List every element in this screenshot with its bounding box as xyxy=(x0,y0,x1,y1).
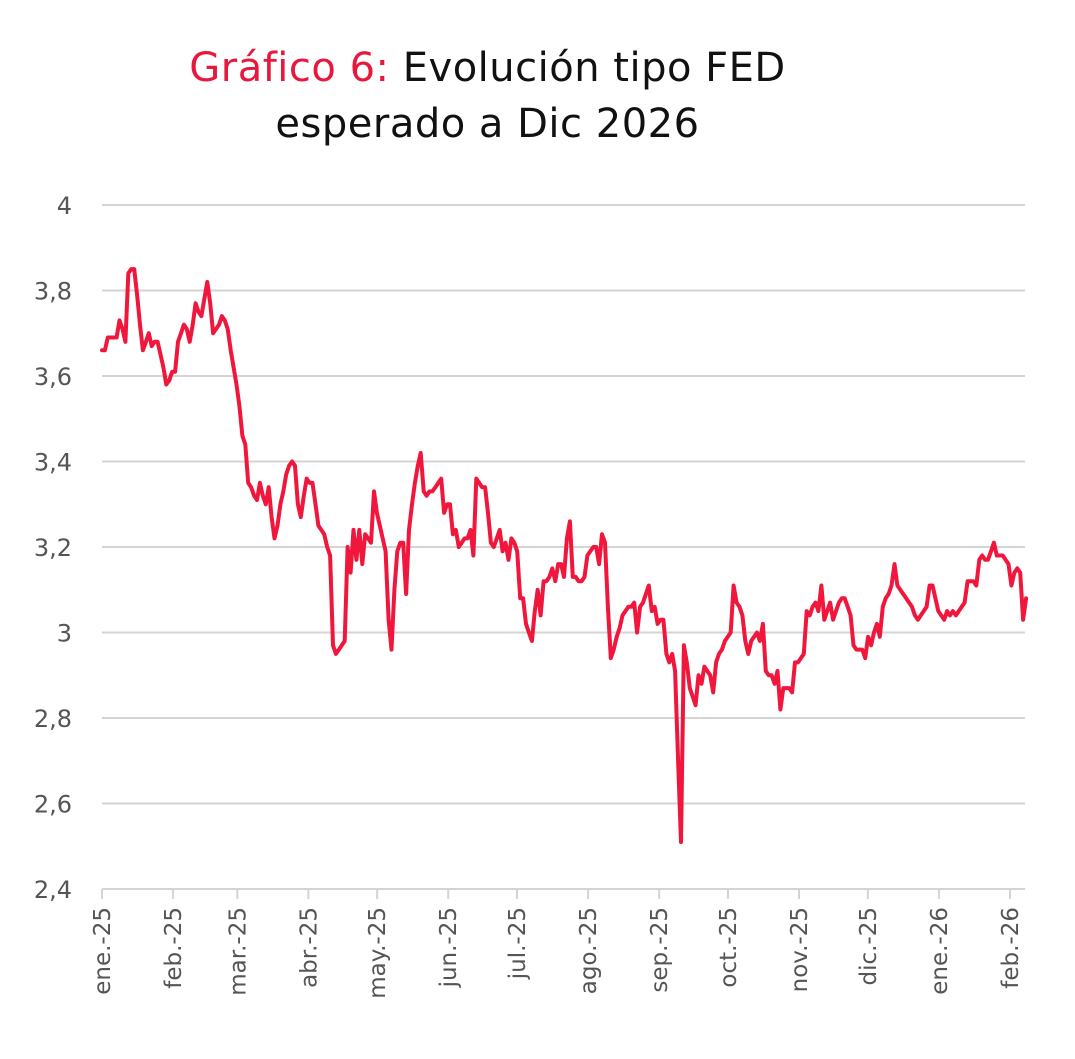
y-tick-label: 3,6 xyxy=(34,363,72,391)
chart-title-line1: Evolución tipo FED xyxy=(402,45,786,91)
x-tick-label: ene.-25 xyxy=(90,907,116,995)
chart-title-prefix: Gráfico 6: xyxy=(189,45,390,91)
series-layer xyxy=(100,267,1029,844)
x-tick-label: oct.-25 xyxy=(716,907,742,988)
chart-title: Gráfico 6: Evolución tipo FED esperado a… xyxy=(0,40,975,152)
y-tick-label: 2,4 xyxy=(34,876,72,904)
x-tick-label: nov.-25 xyxy=(787,907,813,992)
x-tick-label: jun.-25 xyxy=(436,907,462,988)
x-tick-label: dic.-25 xyxy=(856,907,882,986)
x-tick-label: jul.-25 xyxy=(505,907,531,980)
x-tick-label: feb.-25 xyxy=(161,907,187,989)
x-axis: ene.-25 feb.-25 mar.-25 abr.-25 may.-25 jun.-… xyxy=(90,888,1025,999)
x-tick-label: abr.-25 xyxy=(296,907,322,988)
chart-title-line2: esperado a Dic 2026 xyxy=(275,101,700,147)
x-tick-label: may.-25 xyxy=(365,907,391,999)
y-tick-label: 3,2 xyxy=(34,534,72,562)
x-tick-label: feb.-26 xyxy=(998,907,1024,989)
y-tick-label: 3 xyxy=(57,620,72,648)
x-tick-label: ago.-25 xyxy=(576,907,602,994)
grid-lines xyxy=(102,204,1025,805)
y-tick-label: 2,6 xyxy=(34,791,72,819)
y-tick-label: 3,4 xyxy=(34,449,72,477)
y-tick-label: 2,8 xyxy=(34,705,72,733)
series-line xyxy=(100,267,1029,844)
x-tick-label: sep.-25 xyxy=(647,907,673,993)
y-tick-label: 3,8 xyxy=(34,278,72,306)
x-tick-label: ene.-26 xyxy=(927,907,953,995)
y-tick-label: 4 xyxy=(57,192,72,220)
x-tick-label: mar.-25 xyxy=(225,907,251,996)
y-axis-ticks: 4 3,8 3,6 3,4 3,2 3 2,8 2,6 2,4 xyxy=(34,192,72,904)
